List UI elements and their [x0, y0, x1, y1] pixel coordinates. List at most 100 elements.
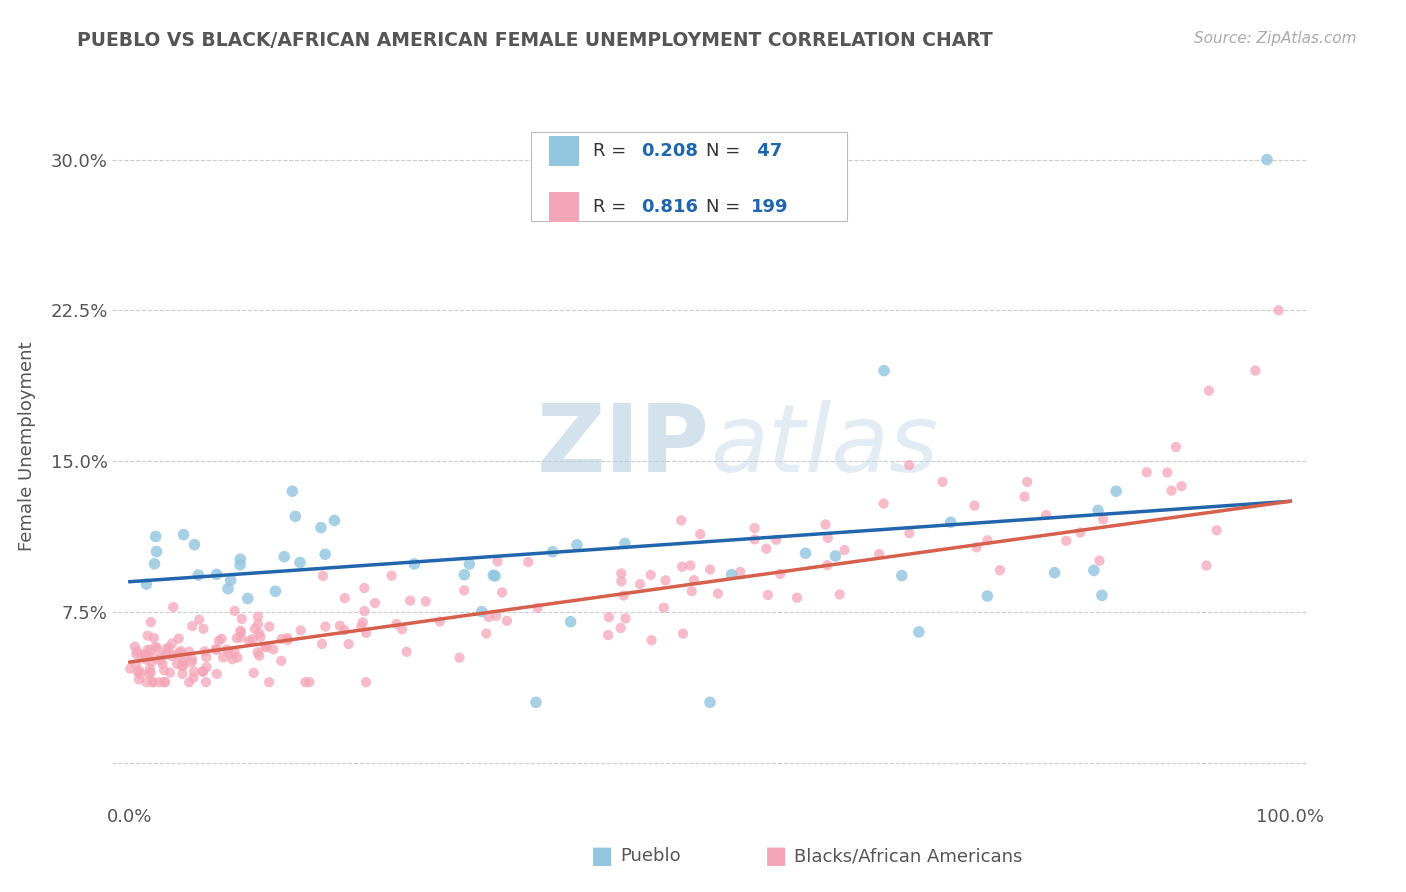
Point [142, 675, 165, 690]
Point [381, 568, 404, 582]
Point [246, 645, 269, 659]
Text: 0.816: 0.816 [641, 198, 697, 216]
Point [145, 529, 167, 543]
Text: R =: R = [593, 198, 631, 216]
Point [939, 516, 962, 530]
Point [654, 574, 676, 588]
Point [264, 584, 287, 599]
Point [333, 591, 356, 606]
Point [337, 637, 360, 651]
Point [129, 667, 152, 681]
Point [288, 556, 311, 570]
Point [453, 583, 475, 598]
Point [699, 563, 721, 577]
Point [329, 618, 352, 632]
Point [256, 640, 278, 655]
Point [610, 566, 633, 581]
Point [478, 610, 501, 624]
Point [183, 665, 205, 679]
Point [166, 657, 188, 671]
Point [127, 665, 149, 679]
Point [720, 567, 742, 582]
Point [707, 586, 730, 600]
Point [124, 640, 146, 654]
Point [1164, 440, 1187, 454]
Point [560, 615, 582, 629]
Point [139, 643, 162, 657]
Point [257, 619, 280, 633]
Point [526, 600, 548, 615]
Text: R =: R = [593, 143, 631, 161]
Point [610, 574, 633, 589]
Point [1205, 524, 1227, 538]
Point [204, 642, 226, 657]
Point [224, 645, 246, 659]
Point [187, 568, 209, 582]
Point [160, 649, 183, 664]
Point [229, 552, 252, 566]
Point [689, 527, 711, 541]
Point [988, 563, 1011, 577]
Point [169, 646, 191, 660]
Point [249, 630, 271, 644]
Point [429, 615, 451, 629]
Point [180, 655, 202, 669]
Point [652, 600, 675, 615]
Point [890, 568, 912, 582]
Point [755, 541, 778, 556]
Text: Pueblo: Pueblo [620, 847, 681, 865]
Point [1170, 479, 1192, 493]
Point [453, 567, 475, 582]
Point [598, 610, 620, 624]
Point [217, 582, 239, 596]
Point [247, 617, 270, 632]
Point [212, 650, 235, 665]
Point [471, 605, 494, 619]
Point [609, 621, 631, 635]
Point [170, 644, 193, 658]
Point [229, 624, 252, 638]
Point [486, 554, 509, 568]
Point [183, 538, 205, 552]
Point [215, 642, 238, 657]
Text: 199: 199 [751, 198, 789, 216]
Text: ■: ■ [765, 845, 787, 868]
Point [148, 675, 170, 690]
Point [211, 632, 233, 646]
Point [150, 648, 173, 662]
Point [290, 624, 312, 638]
Point [640, 568, 662, 582]
Point [277, 633, 299, 648]
Point [628, 577, 651, 591]
Point [284, 509, 307, 524]
Point [181, 619, 204, 633]
Point [834, 543, 856, 558]
Point [824, 549, 846, 563]
Point [146, 640, 169, 655]
Point [671, 513, 693, 527]
Point [391, 622, 413, 636]
Point [1195, 558, 1218, 573]
Point [219, 574, 242, 588]
Point [353, 581, 375, 595]
Point [162, 600, 184, 615]
Point [769, 566, 792, 581]
Point [565, 538, 588, 552]
Point [195, 650, 218, 665]
Point [314, 547, 336, 561]
Point [671, 559, 693, 574]
Point [814, 517, 837, 532]
Point [898, 526, 921, 541]
Point [142, 650, 165, 665]
Point [141, 655, 163, 669]
Point [156, 641, 179, 656]
Point [194, 675, 217, 690]
Point [173, 653, 195, 667]
Point [1088, 554, 1111, 568]
Point [679, 558, 702, 573]
Point [143, 640, 166, 654]
Point [193, 665, 215, 679]
Point [541, 545, 564, 559]
Point [194, 644, 217, 658]
Point [281, 484, 304, 499]
